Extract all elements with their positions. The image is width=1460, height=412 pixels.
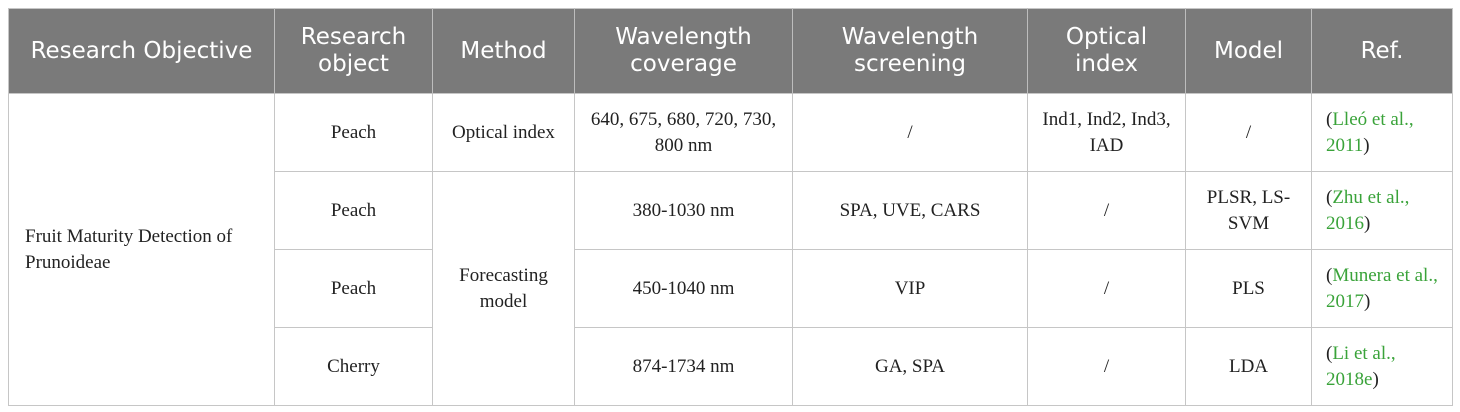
header-model: Model [1185, 8, 1312, 94]
wavelength-screening-cell: SPA, UVE, CARS [792, 171, 1028, 250]
header-wavelength-screening: Wavelength screening [792, 8, 1028, 94]
header-method: Method [432, 8, 575, 94]
optical-index-cell: / [1027, 327, 1186, 406]
header-research-object: Research object [274, 8, 433, 94]
table-row: Peach 450-1040 nm VIP / PLS (Munera et a… [9, 249, 1453, 328]
ref-link[interactable]: Li et al., 2018e [1326, 342, 1396, 390]
ref-cell: (Munera et al., 2017) [1311, 249, 1453, 328]
wavelength-screening-cell: / [792, 93, 1028, 172]
wavelength-coverage-cell: 640, 675, 680, 720, 730, 800 nm [574, 93, 793, 172]
model-cell: PLSR, LS-SVM [1185, 171, 1312, 250]
ref-link[interactable]: Zhu et al., 2016 [1326, 186, 1410, 234]
header-research-objective: Research Objective [8, 8, 275, 94]
ref-link[interactable]: Lleó et al., 2011 [1326, 108, 1414, 156]
method-cell: Optical index [432, 93, 575, 172]
wavelength-screening-cell: VIP [792, 249, 1028, 328]
table-row: Fruit Maturity Detection of Prunoideae P… [8, 93, 1453, 406]
research-object-cell: Peach [274, 249, 433, 328]
header-optical-index: Optical index [1027, 8, 1186, 94]
table-row: Peach Forecasting model 380-1030 nm SPA,… [9, 171, 1453, 406]
optical-index-cell: Ind1, Ind2, Ind3, IAD [1027, 93, 1186, 172]
header-row: Research Objective Research object Metho… [8, 8, 1453, 94]
ref-cell: (Zhu et al., 2016) [1311, 171, 1453, 250]
wavelength-coverage-cell: 380-1030 nm [574, 171, 793, 250]
wavelength-coverage-cell: 874-1734 nm [574, 327, 793, 406]
wavelength-coverage-cell: 450-1040 nm [574, 249, 793, 328]
research-object-cell: Cherry [274, 327, 433, 406]
research-object-cell: Peach [274, 171, 433, 250]
optical-index-cell: / [1027, 171, 1186, 250]
header-ref: Ref. [1311, 8, 1453, 94]
ref-cell: (Li et al., 2018e) [1311, 327, 1453, 406]
method-cell: Forecasting model [432, 171, 575, 406]
model-cell: PLS [1185, 249, 1312, 328]
research-object-cell: Peach [274, 93, 433, 172]
table-container: Research Objective Research object Metho… [8, 8, 1453, 406]
header-wavelength-coverage: Wavelength coverage [574, 8, 793, 94]
wavelength-screening-cell: GA, SPA [792, 327, 1028, 406]
table-row: Cherry 874-1734 nm GA, SPA / LDA (Li et … [9, 327, 1453, 406]
research-objective-cell: Fruit Maturity Detection of Prunoideae [8, 93, 275, 406]
model-cell: / [1185, 93, 1312, 172]
model-cell: LDA [1185, 327, 1312, 406]
optical-index-cell: / [1027, 249, 1186, 328]
ref-cell: (Lleó et al., 2011) [1311, 93, 1453, 172]
research-table: Research Objective Research object Metho… [8, 8, 1453, 406]
ref-link[interactable]: Munera et al., 2017 [1326, 264, 1438, 312]
